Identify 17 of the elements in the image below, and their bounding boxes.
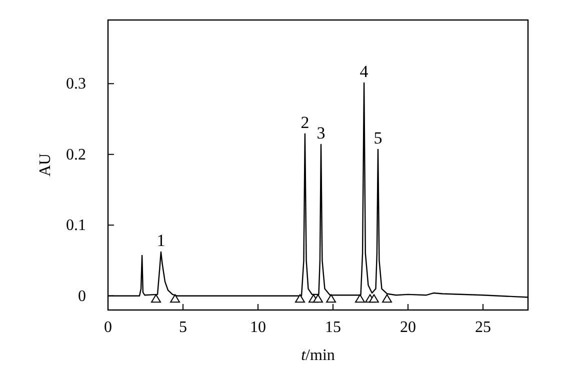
- annotation: 4: [360, 62, 369, 81]
- annotation: 3: [316, 123, 326, 142]
- x-tick-label: 20: [400, 319, 416, 336]
- y-tick-label: 0.1: [66, 217, 86, 234]
- y-tick-label: 0.2: [66, 146, 86, 164]
- annotation: 2: [300, 112, 310, 132]
- y-tick-label: 0: [78, 288, 86, 305]
- annotation: 5: [374, 128, 382, 148]
- x-axis-title: t/min: [301, 347, 335, 364]
- x-tick-label: 0: [104, 319, 112, 336]
- x-tick-label: 10: [250, 319, 266, 336]
- y-tick-label: 0.3: [66, 76, 86, 93]
- annotation: 1: [156, 231, 166, 250]
- x-tick-label: 5: [179, 319, 187, 336]
- x-tick-label: 25: [475, 319, 491, 336]
- y-axis-title: AU: [37, 153, 54, 177]
- x-tick-label: 15: [325, 319, 341, 336]
